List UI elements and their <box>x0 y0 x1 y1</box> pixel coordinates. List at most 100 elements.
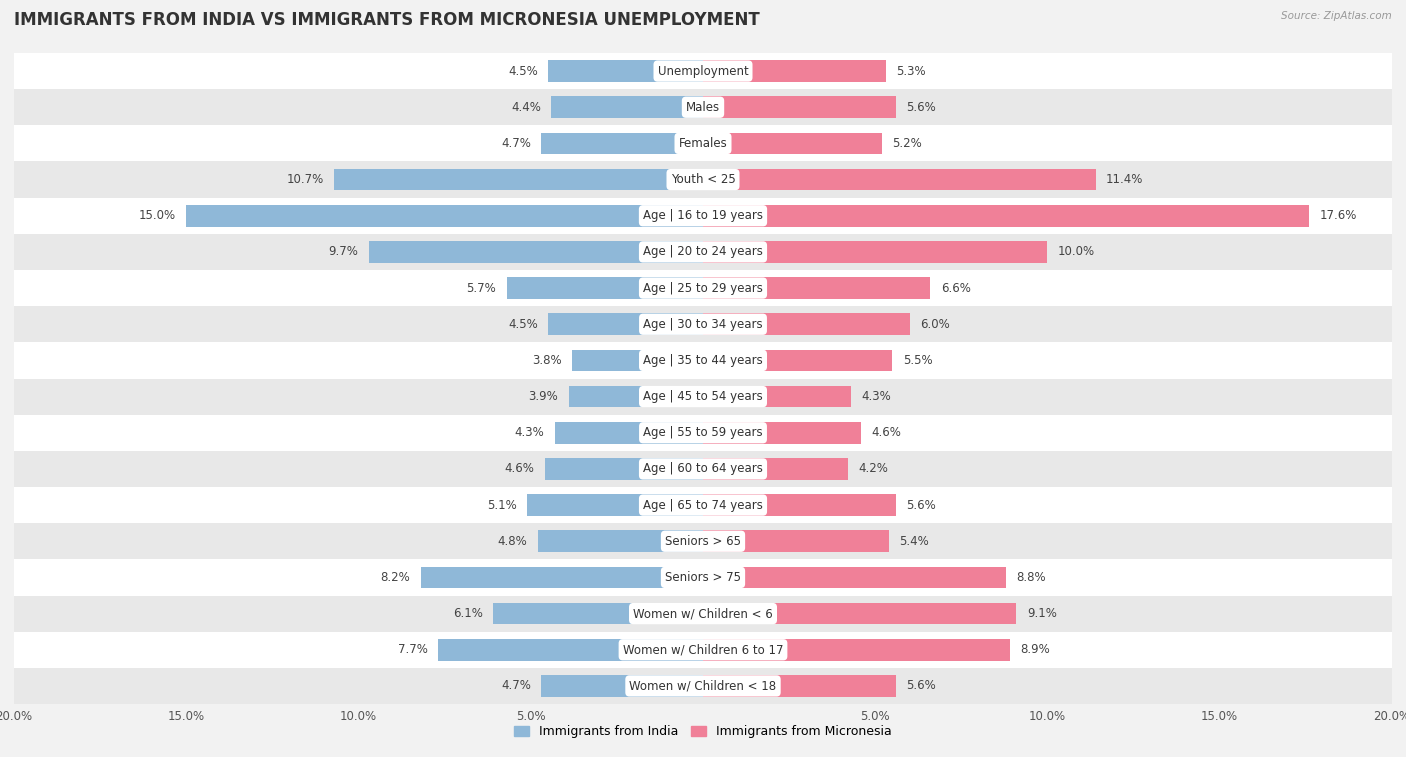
Bar <box>14 523 1392 559</box>
Text: Unemployment: Unemployment <box>658 64 748 77</box>
Text: Age | 20 to 24 years: Age | 20 to 24 years <box>643 245 763 258</box>
Text: 5.5%: 5.5% <box>903 354 932 367</box>
Bar <box>506 277 703 299</box>
Bar <box>703 458 848 480</box>
Text: 4.2%: 4.2% <box>858 463 887 475</box>
Bar <box>186 205 703 226</box>
Text: 8.2%: 8.2% <box>381 571 411 584</box>
Text: Age | 25 to 29 years: Age | 25 to 29 years <box>643 282 763 294</box>
Text: 6.0%: 6.0% <box>920 318 950 331</box>
Text: 4.7%: 4.7% <box>501 137 531 150</box>
Text: 4.5%: 4.5% <box>508 318 537 331</box>
Text: IMMIGRANTS FROM INDIA VS IMMIGRANTS FROM MICRONESIA UNEMPLOYMENT: IMMIGRANTS FROM INDIA VS IMMIGRANTS FROM… <box>14 11 759 30</box>
Text: Age | 55 to 59 years: Age | 55 to 59 years <box>643 426 763 439</box>
Bar <box>14 378 1392 415</box>
Bar <box>541 675 703 696</box>
Bar <box>541 132 703 154</box>
Text: 4.3%: 4.3% <box>515 426 544 439</box>
Bar <box>548 61 703 82</box>
Bar <box>14 198 1392 234</box>
Bar <box>703 313 910 335</box>
Bar <box>551 96 703 118</box>
Bar <box>14 53 1392 89</box>
Bar <box>14 451 1392 487</box>
Text: Women w/ Children 6 to 17: Women w/ Children 6 to 17 <box>623 643 783 656</box>
Bar <box>568 386 703 407</box>
Legend: Immigrants from India, Immigrants from Micronesia: Immigrants from India, Immigrants from M… <box>509 721 897 743</box>
Text: 5.6%: 5.6% <box>907 499 936 512</box>
Bar <box>703 61 886 82</box>
Bar <box>494 603 703 625</box>
Text: 3.8%: 3.8% <box>531 354 562 367</box>
Text: 5.6%: 5.6% <box>907 680 936 693</box>
Text: 11.4%: 11.4% <box>1107 173 1143 186</box>
Bar <box>527 494 703 516</box>
Bar <box>420 566 703 588</box>
Text: 4.8%: 4.8% <box>498 534 527 548</box>
Text: Age | 30 to 34 years: Age | 30 to 34 years <box>643 318 763 331</box>
Bar <box>572 350 703 371</box>
Text: Source: ZipAtlas.com: Source: ZipAtlas.com <box>1281 11 1392 21</box>
Bar <box>368 241 703 263</box>
Bar <box>555 422 703 444</box>
Bar <box>703 277 931 299</box>
Text: Youth < 25: Youth < 25 <box>671 173 735 186</box>
Bar <box>703 96 896 118</box>
Text: 10.0%: 10.0% <box>1057 245 1095 258</box>
Bar <box>14 631 1392 668</box>
Text: Age | 16 to 19 years: Age | 16 to 19 years <box>643 209 763 223</box>
Text: 5.6%: 5.6% <box>907 101 936 114</box>
Bar <box>14 415 1392 451</box>
Text: Women w/ Children < 18: Women w/ Children < 18 <box>630 680 776 693</box>
Bar <box>544 458 703 480</box>
Bar <box>437 639 703 661</box>
Bar <box>14 668 1392 704</box>
Text: 4.6%: 4.6% <box>872 426 901 439</box>
Text: 5.1%: 5.1% <box>488 499 517 512</box>
Bar <box>14 596 1392 631</box>
Text: 10.7%: 10.7% <box>287 173 323 186</box>
Text: 9.7%: 9.7% <box>329 245 359 258</box>
Text: 5.7%: 5.7% <box>467 282 496 294</box>
Text: 8.8%: 8.8% <box>1017 571 1046 584</box>
Text: Age | 45 to 54 years: Age | 45 to 54 years <box>643 390 763 403</box>
Bar <box>14 559 1392 596</box>
Bar <box>703 639 1010 661</box>
Bar <box>703 566 1007 588</box>
Text: Seniors > 75: Seniors > 75 <box>665 571 741 584</box>
Bar <box>335 169 703 191</box>
Text: Seniors > 65: Seniors > 65 <box>665 534 741 548</box>
Bar <box>703 422 862 444</box>
Bar <box>14 342 1392 378</box>
Text: 9.1%: 9.1% <box>1026 607 1057 620</box>
Bar <box>14 270 1392 306</box>
Text: 4.3%: 4.3% <box>862 390 891 403</box>
Text: 4.7%: 4.7% <box>501 680 531 693</box>
Bar <box>14 126 1392 161</box>
Bar <box>703 494 896 516</box>
Text: Females: Females <box>679 137 727 150</box>
Bar <box>703 350 893 371</box>
Bar <box>703 603 1017 625</box>
Text: Males: Males <box>686 101 720 114</box>
Bar <box>703 205 1309 226</box>
Text: 5.3%: 5.3% <box>896 64 925 77</box>
Bar <box>548 313 703 335</box>
Text: 6.6%: 6.6% <box>941 282 970 294</box>
Text: Age | 65 to 74 years: Age | 65 to 74 years <box>643 499 763 512</box>
Bar <box>703 169 1095 191</box>
Text: 17.6%: 17.6% <box>1320 209 1357 223</box>
Bar <box>14 234 1392 270</box>
Bar <box>14 161 1392 198</box>
Text: 4.5%: 4.5% <box>508 64 537 77</box>
Text: 4.4%: 4.4% <box>512 101 541 114</box>
Bar <box>703 675 896 696</box>
Bar <box>537 531 703 552</box>
Bar <box>14 487 1392 523</box>
Text: 4.6%: 4.6% <box>505 463 534 475</box>
Text: 7.7%: 7.7% <box>398 643 427 656</box>
Text: 6.1%: 6.1% <box>453 607 482 620</box>
Text: 5.4%: 5.4% <box>900 534 929 548</box>
Text: 5.2%: 5.2% <box>893 137 922 150</box>
Text: Age | 35 to 44 years: Age | 35 to 44 years <box>643 354 763 367</box>
